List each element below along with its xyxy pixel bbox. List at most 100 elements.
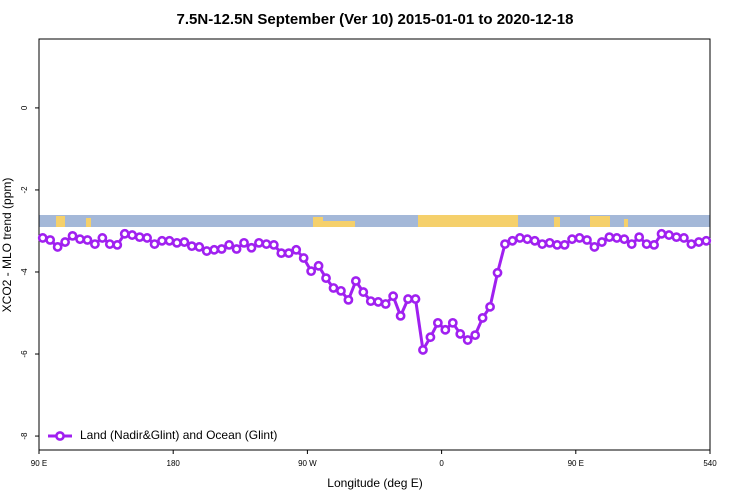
point (589, 242, 600, 252)
point (283, 248, 294, 259)
point (52, 242, 63, 252)
point (112, 240, 123, 250)
point (432, 317, 443, 328)
point (194, 242, 205, 252)
y-tick-label: 0 (20, 105, 29, 110)
chart-title: 7.5N-12.5N September (Ver 10) 2015-01-01… (177, 11, 574, 28)
land-ocean-strip (39, 215, 710, 227)
y-tick-label: -2 (20, 186, 29, 194)
point (224, 240, 235, 250)
point (254, 237, 264, 248)
point (403, 294, 413, 304)
point (172, 237, 182, 248)
point (127, 230, 138, 240)
point (231, 244, 242, 254)
point (365, 296, 376, 307)
point (611, 233, 622, 243)
point (142, 233, 153, 243)
point (425, 332, 436, 343)
point (149, 239, 160, 249)
point (485, 301, 495, 312)
point (373, 297, 384, 307)
point (209, 244, 220, 255)
point (537, 239, 548, 249)
point (119, 228, 130, 239)
point (656, 228, 667, 239)
point (641, 239, 652, 249)
point (90, 239, 100, 249)
point (164, 235, 175, 246)
point (693, 237, 704, 247)
point (447, 317, 458, 328)
point (328, 283, 339, 293)
y-tick-label: -6 (20, 350, 29, 358)
point (306, 266, 317, 277)
point (671, 232, 682, 243)
point (634, 232, 645, 243)
legend-label: Land (Nadir&Glint) and Ocean (Glint) (80, 428, 277, 442)
point (440, 324, 451, 335)
x-axis-label: Longitude (deg E) (327, 476, 422, 490)
point (45, 235, 56, 245)
x-tick-label: 90 E (568, 459, 584, 468)
point (291, 244, 302, 255)
point (82, 235, 93, 245)
point (470, 330, 481, 341)
point (179, 237, 190, 247)
point (358, 287, 369, 297)
y-tick-label: -8 (20, 432, 29, 440)
point (388, 291, 399, 302)
point (246, 242, 257, 253)
point (604, 232, 615, 243)
point (596, 237, 607, 247)
point (216, 244, 227, 254)
point (574, 233, 585, 243)
point (343, 294, 354, 305)
point (418, 345, 428, 355)
point (559, 240, 570, 250)
point (313, 260, 324, 271)
point (239, 237, 249, 248)
legend-marker (55, 431, 65, 441)
point (507, 235, 518, 246)
point (37, 233, 48, 243)
point (679, 233, 689, 243)
x-tick-label: 540 (703, 459, 717, 468)
point (664, 230, 674, 240)
point (321, 273, 331, 284)
point (701, 235, 712, 246)
point (492, 267, 503, 278)
point (336, 285, 346, 296)
x-tick-label: 180 (167, 459, 181, 468)
point (350, 276, 361, 286)
point (380, 299, 391, 309)
point (104, 239, 115, 249)
point (649, 240, 659, 250)
point (268, 240, 279, 250)
point (261, 239, 272, 249)
x-tick-label: 90 W (298, 459, 317, 468)
point (75, 234, 85, 245)
point (686, 239, 697, 249)
point (186, 241, 197, 252)
point (544, 237, 555, 248)
point (522, 234, 533, 245)
point (582, 235, 592, 245)
point (626, 239, 637, 249)
point (201, 246, 212, 256)
point (619, 234, 630, 245)
y-axis-label: XCO2 - MLO trend (ppm) (0, 178, 14, 313)
point (462, 335, 473, 345)
point (477, 313, 488, 323)
point (529, 235, 540, 246)
point (500, 239, 510, 249)
point (455, 329, 466, 339)
y-tick-label: -4 (20, 268, 29, 276)
point (514, 233, 525, 243)
point (67, 230, 78, 241)
point (276, 248, 287, 259)
point (157, 235, 167, 246)
point (298, 253, 309, 263)
plot-frame (38, 38, 711, 451)
